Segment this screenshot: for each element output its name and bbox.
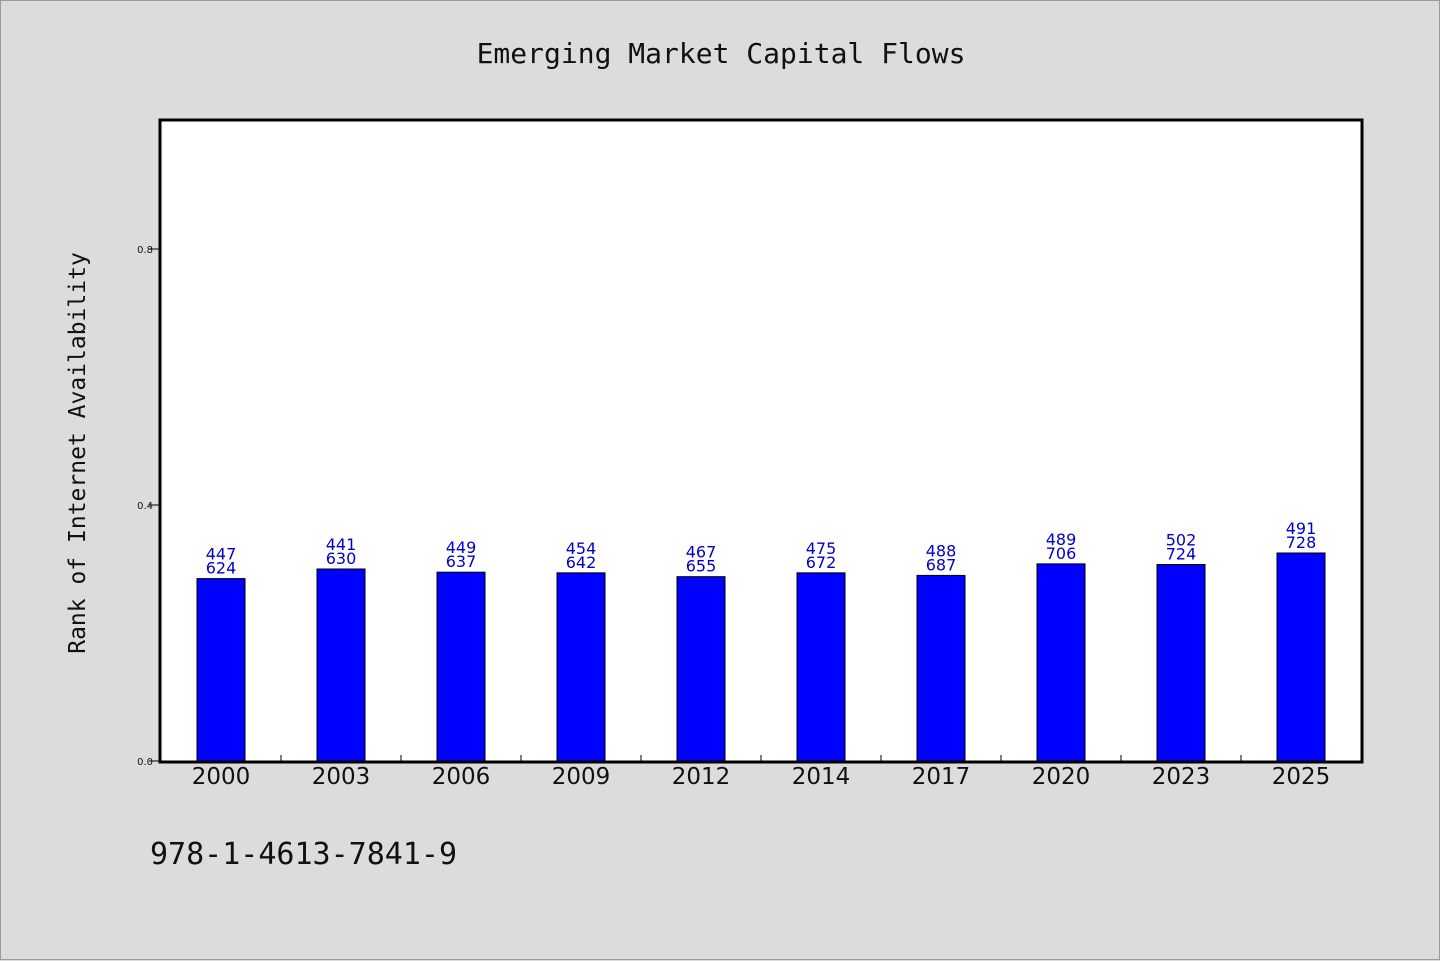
data-label-top: 488 (926, 541, 957, 560)
bar-2020 (1036, 563, 1086, 762)
data-label-top: 502 (1166, 531, 1197, 550)
data-label-bottom: 637 (446, 552, 477, 571)
y-tick-label: 0.8 (137, 245, 153, 256)
bar-2017 (916, 574, 966, 762)
x-tick-label: 2003 (312, 764, 371, 790)
x-tick-label: 2006 (432, 764, 491, 790)
data-label-top: 475 (806, 539, 837, 558)
bar-2025 (1276, 552, 1326, 762)
footer-isbn: 978-1-4613-7841-9 (150, 837, 457, 872)
data-label-bottom: 624 (206, 559, 237, 578)
bar-2012 (676, 576, 726, 762)
y-axis-label: Rank of Internet Availability (65, 252, 91, 654)
y-axis-ticks: 0.0 0.4 0.8 (137, 245, 161, 768)
x-tick-label: 2025 (1272, 764, 1331, 790)
x-tick-label: 2009 (552, 764, 611, 790)
data-label-top: 489 (1046, 530, 1077, 549)
y-tick-label: 0.4 (137, 501, 153, 512)
data-label-bottom: 706 (1046, 544, 1077, 563)
data-label-top: 447 (206, 545, 237, 564)
data-label-bottom: 672 (806, 553, 837, 572)
bar-2014 (796, 572, 846, 762)
plot-border (158, 118, 1364, 764)
data-label-top: 491 (1286, 519, 1317, 538)
data-label-bottom: 642 (566, 553, 597, 572)
x-axis-ticks: 2000 2003 2006 2009 2012 2014 2017 2020 2023 2025 (192, 755, 1331, 790)
x-tick-label: 2020 (1032, 764, 1091, 790)
bar-2000 (196, 578, 246, 762)
x-tick-label: 2000 (192, 764, 251, 790)
data-label-top: 441 (326, 535, 357, 554)
data-label-bottom: 728 (1286, 533, 1317, 552)
x-tick-label: 2014 (792, 764, 851, 790)
bar-2003 (316, 568, 366, 762)
bar-2023 (1156, 564, 1206, 762)
data-label-bottom: 655 (686, 557, 717, 576)
bars (196, 552, 1326, 762)
data-label-bottom: 687 (926, 555, 957, 574)
chart-title: Emerging Market Capital Flows (477, 37, 966, 70)
bar-2006 (436, 571, 486, 762)
x-tick-label: 2012 (672, 764, 731, 790)
data-label-top: 449 (446, 538, 477, 557)
data-label-bottom: 630 (326, 549, 357, 568)
x-tick-label: 2017 (912, 764, 971, 790)
x-tick-label: 2023 (1152, 764, 1211, 790)
bar-2009 (556, 572, 606, 762)
data-label-bottom: 724 (1166, 545, 1197, 564)
y-tick-label: 0.0 (137, 757, 153, 768)
data-label-top: 454 (566, 539, 597, 558)
data-label-top: 467 (686, 543, 717, 562)
